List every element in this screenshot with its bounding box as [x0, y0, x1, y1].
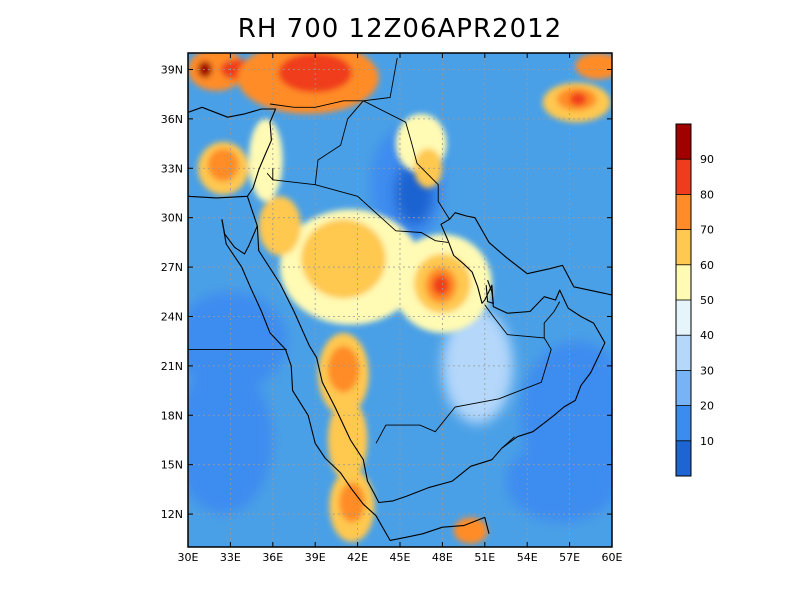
lat-tick-label: 21N: [161, 360, 183, 373]
colorbar-label: 80: [700, 188, 714, 201]
moist-patch: [569, 92, 587, 106]
colorbar-label: 90: [700, 153, 714, 166]
colorbar-segment: [676, 405, 691, 441]
map-title: RH 700 12Z06APR2012: [237, 14, 563, 44]
coastline: [246, 196, 612, 504]
moist-patch: [207, 148, 239, 182]
lat-tick-label: 36N: [161, 113, 183, 126]
colorbar-segment: [676, 124, 691, 160]
colorbar-segment: [676, 335, 691, 371]
country-border: [314, 100, 364, 185]
colorbar: 10 20 30 40 50 60 70 80 90: [675, 123, 714, 477]
moist-patch: [453, 517, 488, 544]
lon-tick-label: 33E: [220, 551, 241, 564]
colorbar-label: 30: [700, 364, 714, 377]
moist-patch: [327, 398, 368, 482]
moist-patch: [575, 53, 612, 80]
lat-tick-label: 33N: [161, 162, 183, 175]
colorbar-label: 20: [700, 400, 714, 413]
colorbar-label: 40: [700, 329, 714, 342]
colorbar-label: 60: [700, 259, 714, 272]
moist-patch: [301, 219, 386, 299]
political-borders-layer: [188, 57, 561, 449]
map-plot-area: [188, 53, 612, 547]
moist-patch: [258, 196, 302, 256]
lon-tick-label: 45E: [390, 551, 411, 564]
colorbar-label: 70: [700, 224, 714, 237]
lon-tick-label: 48E: [432, 551, 453, 564]
dry-patch: [188, 291, 287, 391]
lat-tick-label: 18N: [161, 409, 183, 422]
coastline: [485, 280, 494, 304]
country-border: [363, 100, 450, 220]
colorbar-segment: [676, 440, 691, 476]
country-border: [266, 168, 274, 182]
colorbar-segment: [676, 229, 691, 265]
lon-tick-label: 36E: [262, 551, 283, 564]
lon-tick-label: 39E: [305, 551, 326, 564]
lon-tick-label: 51E: [474, 551, 495, 564]
colorbar-segment: [676, 194, 691, 230]
lon-tick-label: 30E: [178, 551, 199, 564]
colorbar-segment: [676, 159, 691, 195]
moist-patch: [339, 482, 365, 523]
colorbar-label: 50: [700, 294, 714, 307]
lat-tick-label: 27N: [161, 261, 183, 274]
moist-patch: [432, 275, 450, 296]
dry-patch: [442, 308, 514, 424]
lat-tick-label: 39N: [161, 63, 183, 76]
coastline: [188, 106, 277, 199]
moist-patch: [327, 346, 360, 393]
dry-patch: [506, 439, 612, 523]
colorbar-segment: [676, 370, 691, 406]
lat-tick-label: 24N: [161, 310, 183, 323]
axis-ticks: 30E 33E 36E 39E 42E 45E 48E 51E 54E 57E 60E 12N 15N 1…: [161, 53, 623, 564]
lon-tick-label: 42E: [347, 551, 368, 564]
lat-tick-label: 30N: [161, 212, 183, 225]
colorbar-segment: [676, 300, 691, 336]
colorbar-label: 10: [700, 435, 714, 448]
moist-patch: [278, 53, 352, 93]
colorbar-segment: [676, 264, 691, 300]
lon-tick-label: 60E: [602, 551, 623, 564]
moist-patch: [248, 118, 283, 202]
lon-tick-label: 54E: [517, 551, 538, 564]
lat-tick-label: 15N: [161, 459, 183, 472]
country-border: [501, 436, 515, 449]
coastline-layer: [188, 106, 612, 541]
lat-tick-label: 12N: [161, 508, 183, 521]
lon-tick-label: 57E: [559, 551, 580, 564]
country-border: [269, 57, 398, 108]
country-border: [375, 301, 561, 444]
coastline: [221, 219, 490, 541]
country-border: [484, 304, 545, 339]
